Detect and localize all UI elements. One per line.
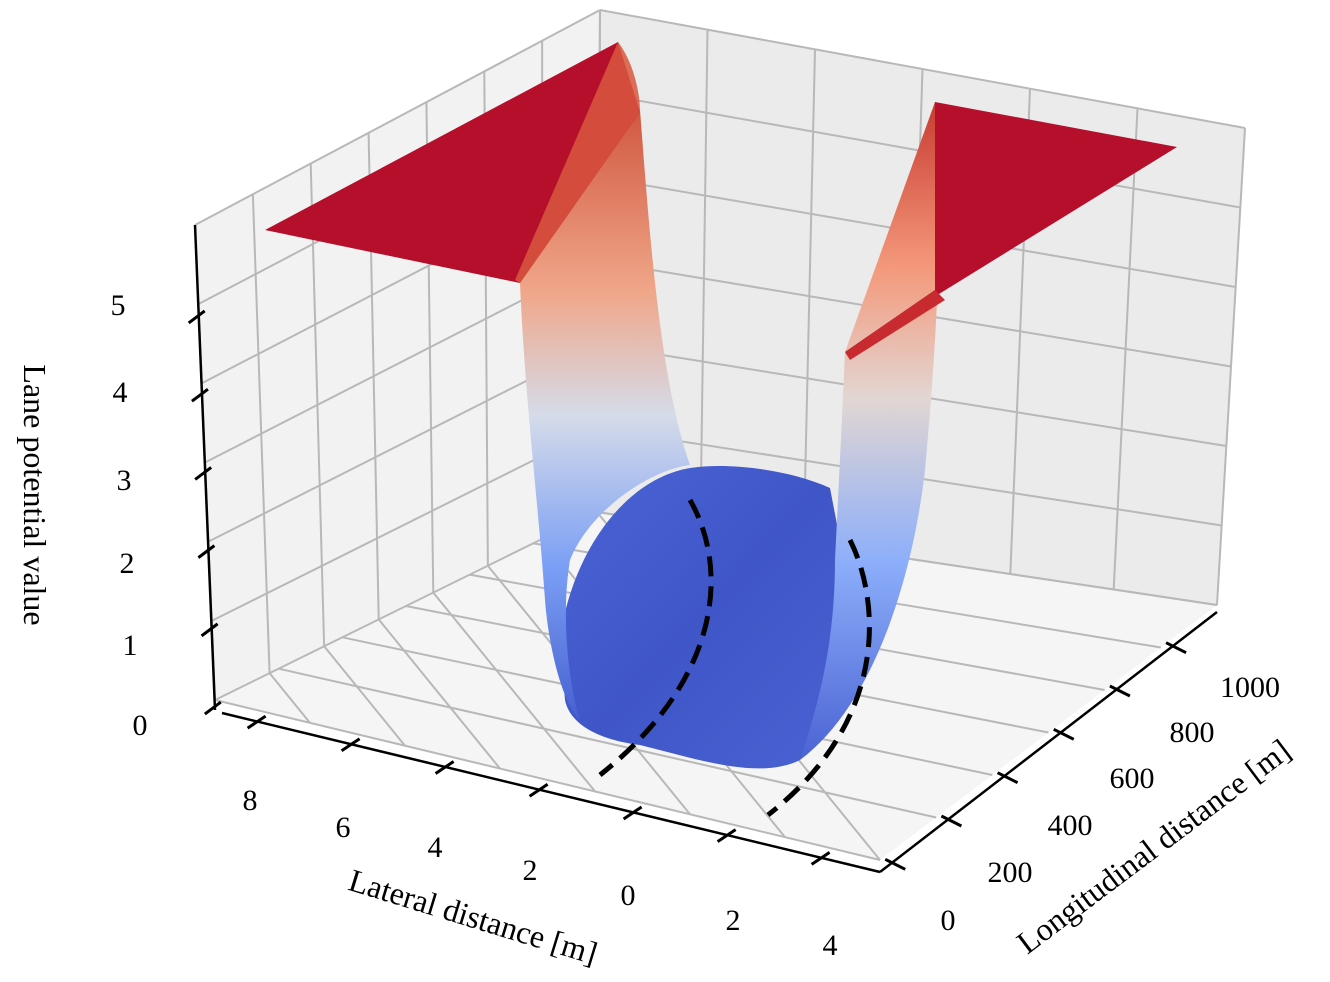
- y-tick: [884, 857, 906, 871]
- grid-line: [1216, 127, 1246, 606]
- grid-line: [699, 29, 709, 528]
- y-tick-label: 600: [1110, 762, 1155, 795]
- z-tick-label: 1: [123, 629, 138, 662]
- y-tick: [1053, 727, 1075, 741]
- x-tick: [340, 737, 361, 753]
- x-tick-label: 4: [823, 929, 838, 962]
- grid-line: [802, 49, 816, 544]
- grid-line: [268, 672, 311, 724]
- y-tick-label: 800: [1170, 716, 1215, 749]
- x-tick: [434, 760, 455, 775]
- grid-line: [251, 194, 271, 674]
- x-tick: [810, 851, 831, 866]
- z-tick-label: 4: [113, 376, 128, 409]
- z-tick-label: 0: [133, 709, 148, 742]
- x-tick: [246, 714, 267, 730]
- x-axis-line: [221, 711, 881, 874]
- potential-surface: [265, 42, 1177, 769]
- x-axis-label: Lateral distance [m]: [345, 862, 602, 972]
- y-tick: [996, 771, 1019, 785]
- lane-boundary-right: [766, 538, 872, 817]
- grid-line: [1112, 108, 1139, 590]
- surface-left-wall: [520, 110, 690, 720]
- y-tick-label: 1000: [1220, 671, 1280, 704]
- surface-right-wall: [800, 102, 940, 760]
- z-tick-label: 2: [120, 547, 135, 580]
- z-tick: [194, 466, 213, 481]
- x-tick-label: 2: [726, 904, 741, 937]
- surface-right-plateau: [845, 102, 1177, 352]
- grid-line: [214, 699, 881, 861]
- y-tick: [1165, 641, 1187, 655]
- grid-line: [309, 163, 326, 647]
- x-tick-label: 2: [523, 854, 538, 887]
- x-tick-labels: 8 6 4 2 0 2 4: [243, 784, 838, 962]
- x-tick: [716, 828, 737, 843]
- y-tick-label: 200: [988, 856, 1033, 889]
- x-tick-label: 4: [428, 831, 443, 864]
- grid-line: [432, 591, 596, 793]
- x-tick: [622, 805, 643, 821]
- z-tick: [191, 387, 209, 403]
- z-tick: [197, 544, 216, 559]
- surface-valley: [560, 466, 847, 769]
- z-tick-labels: 0 1 2 3 4 5: [111, 289, 148, 742]
- x-tick: [528, 782, 549, 798]
- surface-right-crest: [845, 290, 945, 360]
- x-tick-label: 0: [621, 879, 636, 912]
- grid-line: [278, 667, 937, 819]
- z-tick-label: 5: [111, 289, 126, 322]
- y-tick: [1109, 684, 1131, 698]
- z-tick: [200, 622, 219, 638]
- y-axis-line: [879, 611, 1218, 873]
- grid-line: [323, 645, 406, 747]
- y-tick-labels: 0 200 400 600 800 1000: [941, 671, 1281, 937]
- z-tick: [203, 700, 222, 716]
- lane-boundary-left: [598, 498, 714, 777]
- axis-ticks: [187, 309, 1187, 871]
- z-axis-label: Lane potential value: [17, 364, 53, 625]
- x-tick-label: 8: [243, 784, 258, 817]
- y-tick-label: 400: [1048, 809, 1093, 842]
- surface-left-crest: [515, 42, 640, 283]
- z-tick-label: 3: [117, 464, 132, 497]
- z-tick: [187, 309, 206, 325]
- y-tick: [940, 814, 963, 828]
- grid-line: [194, 9, 601, 226]
- grid-line: [377, 618, 501, 770]
- y-tick-label: 0: [941, 904, 956, 937]
- x-tick-label: 6: [336, 811, 351, 844]
